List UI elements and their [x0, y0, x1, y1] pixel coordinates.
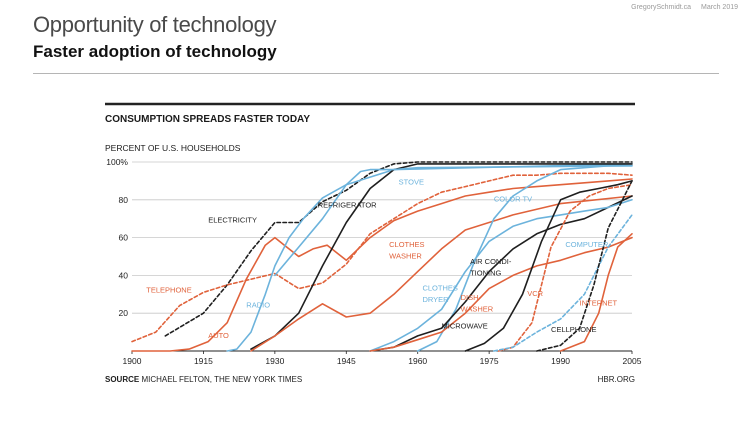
series-line-vcr [497, 183, 633, 352]
series-label-color-tv-3: COLOR TV [494, 195, 532, 204]
series-label-air-condi--6: AIR CONDI- [470, 257, 512, 266]
slide-subtitle: Faster adoption of technology [33, 42, 277, 61]
series-line-cellphone [536, 180, 633, 352]
series-line-internet [559, 233, 633, 352]
slide-meta: GregorySchmidt.ca March 2019 [623, 4, 738, 11]
meta-author: GregorySchmidt.ca [631, 4, 692, 11]
series-label-washer-14: WASHER [461, 304, 494, 313]
meta-date: March 2019 [701, 4, 738, 11]
x-tick-label-1960: 1960 [408, 356, 427, 366]
chart-title: CONSUMPTION SPREADS FASTER TODAY [105, 114, 310, 125]
series-label-clothes-4: CLOTHES [389, 240, 424, 249]
y-axis-label: PERCENT OF U.S. HOUSEHOLDS [105, 143, 241, 153]
y-tick-label-80: 80 [119, 195, 129, 205]
x-tick-label-1915: 1915 [194, 356, 213, 366]
series-label-electricity-0: ELECTRICITY [208, 215, 257, 224]
x-tick-label-1975: 1975 [480, 356, 499, 366]
series-label-clothes-11: CLOTHES [422, 284, 457, 293]
y-tick-label-20: 20 [119, 308, 129, 318]
series-line-microwave [464, 180, 633, 352]
series-label-microwave-18: MICROWAVE [442, 321, 488, 330]
brand-label: HBR.ORG [598, 375, 635, 384]
x-tick-label-1945: 1945 [337, 356, 356, 366]
series-line-air-conditioning [369, 195, 633, 352]
source-note: SOURCE MICHAEL FELTON, THE NEW YORK TIME… [105, 375, 302, 384]
series-label-dryer-12: DRYER [422, 295, 449, 304]
x-tick-label-1990: 1990 [551, 356, 570, 366]
title-divider [33, 73, 719, 74]
series-label-internet-16: INTERNET [580, 299, 618, 308]
series-label-washer-5: WASHER [389, 251, 422, 260]
series-label-dish--13: DISH- [461, 293, 482, 302]
series-line-computer [493, 214, 633, 352]
series-label-computer-8: COMPUTER [565, 240, 609, 249]
slide-title: Opportunity of technology [33, 12, 277, 37]
series-line-radio [226, 163, 633, 352]
y-tick-label-40: 40 [119, 270, 129, 280]
series-label-refrigerator-1: REFRIGERATOR [318, 200, 377, 209]
series-label-cellphone-19: CELLPHONE [551, 325, 596, 334]
series-line-auto [131, 178, 633, 352]
y-tick-label-60: 60 [119, 233, 129, 243]
adoption-line-chart: CONSUMPTION SPREADS FASTER TODAY PERCENT … [105, 102, 642, 384]
series-label-telephone-9: TELEPHONE [146, 285, 191, 294]
x-tick-label-1930: 1930 [265, 356, 284, 366]
series-line-refrigerator [250, 163, 633, 350]
series-label-vcr-15: VCR [527, 289, 543, 298]
series-line-clothes-dryer [369, 199, 633, 352]
series-line-clothes-washer [250, 195, 633, 352]
series-line-stove [274, 165, 633, 277]
source-prefix: SOURCE [105, 375, 141, 384]
series-line-electricity [164, 161, 633, 337]
x-tick-label-2005: 2005 [623, 356, 642, 366]
series-line-telephone [131, 172, 633, 343]
x-tick-label-1900: 1900 [123, 356, 142, 366]
series-label-radio-10: RADIO [246, 301, 270, 310]
series-label-stove-2: STOVE [399, 178, 424, 187]
series-line-dish-washer [369, 236, 633, 352]
series-label-tioning-7: TIONING [470, 268, 501, 277]
source-text: MICHAEL FELTON, THE NEW YORK TIMES [141, 375, 302, 384]
series-label-auto-17: AUTO [208, 331, 229, 340]
y-tick-label-100: 100% [106, 157, 128, 167]
